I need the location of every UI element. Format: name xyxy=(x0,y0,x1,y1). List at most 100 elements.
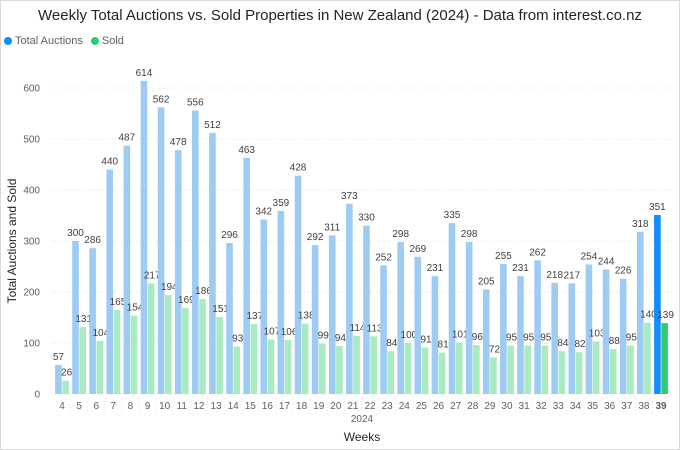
data-label-sold: 101 xyxy=(452,329,469,340)
data-label-sold: 100 xyxy=(401,330,418,341)
data-label-sold: 140 xyxy=(640,310,657,321)
data-label-sold: 84 xyxy=(386,338,398,349)
bar-sold xyxy=(182,307,189,394)
x-tick-label: 9 xyxy=(145,401,151,412)
bar-sold xyxy=(575,352,583,394)
bar-total-auctions xyxy=(328,235,336,394)
bar-total-auctions xyxy=(585,264,593,394)
data-label-total-auctions: 478 xyxy=(170,137,187,148)
bar-sold xyxy=(79,327,87,394)
bar-total-auctions xyxy=(106,169,114,394)
bar-total-auctions xyxy=(55,364,62,394)
data-label-total-auctions: 300 xyxy=(67,228,84,239)
data-label-total-auctions: 231 xyxy=(512,263,529,274)
legend-item-total-auctions[interactable]: Total Auctions xyxy=(4,35,83,47)
data-label-total-auctions: 428 xyxy=(290,163,307,174)
x-tick-label: 34 xyxy=(570,401,582,412)
bar-sold xyxy=(592,341,600,394)
x-tick-label: 8 xyxy=(128,401,134,412)
x-tick-label: 4 xyxy=(59,401,65,412)
bar-total-auctions xyxy=(534,260,541,394)
bar-total-auctions xyxy=(465,242,473,394)
legend-swatch-total-auctions xyxy=(4,37,12,45)
bar-sold xyxy=(473,345,480,394)
bar-total-auctions xyxy=(414,256,422,394)
bar-sold xyxy=(113,309,121,394)
data-label-sold: 81 xyxy=(438,340,450,351)
legend-swatch-sold xyxy=(90,37,99,45)
bar-total-auctions xyxy=(380,265,387,394)
data-label-sold: 93 xyxy=(232,334,244,345)
legend-item-sold[interactable]: Sold xyxy=(90,35,124,47)
bar-sold xyxy=(284,339,292,394)
bar-sold xyxy=(421,347,429,394)
data-label-total-auctions: 254 xyxy=(581,251,598,262)
data-label-sold: 169 xyxy=(178,295,195,306)
data-label-sold: 94 xyxy=(335,333,347,344)
x-tick-label: 39 xyxy=(655,401,667,412)
bar-total-auctions xyxy=(209,132,216,394)
bar-total-auctions xyxy=(551,282,559,394)
x-axis-title: Weeks xyxy=(344,430,380,444)
data-label-total-auctions: 255 xyxy=(495,251,512,262)
bar-sold xyxy=(353,335,360,394)
data-label-sold: 217 xyxy=(144,270,161,281)
x-tick-label: 28 xyxy=(467,401,479,412)
legend-label-sold: Sold xyxy=(101,35,124,47)
bar-sold xyxy=(609,349,617,394)
x-tick-label: 11 xyxy=(177,401,188,412)
x-tick-label: 32 xyxy=(536,401,548,412)
bar-sold xyxy=(438,352,446,394)
data-label-total-auctions: 292 xyxy=(307,232,324,243)
bar-total-auctions xyxy=(226,243,233,394)
data-label-sold: 114 xyxy=(350,323,366,334)
data-label-sold: 137 xyxy=(247,311,264,322)
y-tick-label: 100 xyxy=(23,339,40,350)
bar-sold xyxy=(62,380,69,394)
y-axis-title: Total Auctions and Sold xyxy=(5,179,19,304)
bar-sold xyxy=(387,351,395,394)
bar-total-auctions xyxy=(140,80,148,395)
y-tick-label: 600 xyxy=(23,84,40,95)
data-label-sold: 95 xyxy=(540,333,552,344)
data-label-sold: 88 xyxy=(609,336,621,347)
bar-sold xyxy=(644,322,651,394)
data-label-total-auctions: 296 xyxy=(221,230,238,241)
bar-sold xyxy=(130,315,138,394)
legend-label-total-auctions: Total Auctions xyxy=(15,35,83,47)
bar-total-auctions xyxy=(157,107,165,394)
bar-sold xyxy=(216,316,223,394)
data-label-sold: 165 xyxy=(110,297,127,308)
data-label-sold: 194 xyxy=(161,282,178,293)
bar-sold xyxy=(301,323,309,394)
bar-total-auctions xyxy=(636,231,644,394)
data-label-sold: 84 xyxy=(557,338,569,349)
data-label-total-auctions: 318 xyxy=(632,219,649,230)
y-tick-label: 500 xyxy=(23,135,40,146)
bar-sold xyxy=(490,357,497,394)
bar-sold xyxy=(199,299,206,394)
data-label-total-auctions: 614 xyxy=(136,68,153,79)
x-tick-label: 36 xyxy=(604,401,616,412)
x-tick-label: 26 xyxy=(433,401,445,412)
bar-sold xyxy=(96,340,104,394)
data-label-total-auctions: 217 xyxy=(563,270,580,281)
data-label-sold: 103 xyxy=(589,328,606,339)
data-label-sold: 96 xyxy=(472,332,484,343)
bar-total-auctions xyxy=(346,203,353,394)
bar-sold xyxy=(319,343,326,394)
data-label-total-auctions: 342 xyxy=(255,207,272,218)
x-tick-label: 20 xyxy=(330,401,342,412)
bar-sold xyxy=(661,323,668,394)
x-tick-label: 19 xyxy=(313,401,325,412)
x-tick-label: 24 xyxy=(399,401,411,412)
data-label-total-auctions: 218 xyxy=(546,270,563,281)
y-tick-label: 300 xyxy=(23,237,40,248)
chart-title: Weekly Total Auctions vs. Sold Propertie… xyxy=(38,7,642,24)
bar-total-auctions xyxy=(311,245,319,394)
x-tick-label: 17 xyxy=(279,401,291,412)
x-tick-label: 30 xyxy=(501,401,513,412)
data-label-sold: 99 xyxy=(318,331,330,342)
x-tick-label: 27 xyxy=(450,401,462,412)
